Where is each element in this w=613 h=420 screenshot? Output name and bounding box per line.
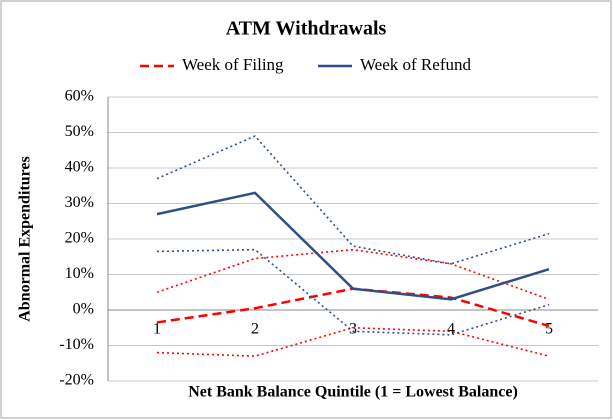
x-axis-label: Net Bank Balance Quintile (1 = Lowest Ba… bbox=[188, 384, 518, 401]
y-axis-label: Abnormal Expenditures bbox=[17, 156, 34, 322]
y-tick-label: 50% bbox=[65, 123, 94, 140]
confidence-line bbox=[156, 248, 550, 301]
y-tick-label: 20% bbox=[65, 230, 94, 247]
x-tick-label: 4 bbox=[447, 321, 455, 338]
y-tick-label: 10% bbox=[65, 265, 94, 282]
y-tick-label: 60% bbox=[65, 88, 94, 105]
confidence-line bbox=[156, 135, 550, 265]
x-tick-label: 1 bbox=[153, 321, 161, 338]
chart-title: ATM Withdrawals bbox=[226, 18, 387, 40]
x-tick-label: 2 bbox=[251, 321, 259, 338]
x-tick-label: 5 bbox=[545, 321, 553, 338]
legend-label: Week of Refund bbox=[360, 55, 471, 74]
x-tick-label: 3 bbox=[349, 321, 357, 338]
series-line bbox=[156, 191, 550, 301]
y-tick-label: 0% bbox=[73, 301, 94, 318]
y-tick-label: -10% bbox=[59, 336, 94, 353]
confidence-line bbox=[156, 248, 550, 336]
y-tick-label: 40% bbox=[65, 159, 94, 176]
confidence-line bbox=[156, 326, 550, 357]
y-tick-label: -20% bbox=[59, 372, 94, 389]
y-tick-label: 30% bbox=[65, 194, 94, 211]
legend-label: Week of Filing bbox=[182, 55, 284, 74]
